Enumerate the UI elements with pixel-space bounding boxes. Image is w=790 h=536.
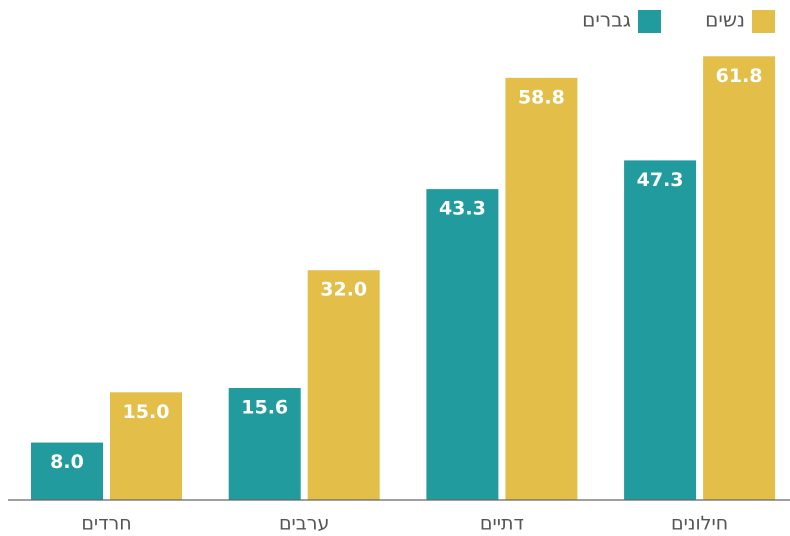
value-label: 32.0 [320, 279, 367, 301]
bar [307, 270, 380, 500]
x-tick-label: חרדים [81, 513, 131, 535]
value-label: 58.8 [518, 86, 565, 108]
legend-label: גברים [582, 8, 631, 32]
x-tick-label: חילונים [671, 513, 728, 535]
value-label: 8.0 [50, 451, 84, 473]
legend-swatch [752, 10, 775, 33]
bar [426, 189, 499, 500]
value-label: 15.6 [241, 396, 288, 418]
bar [228, 387, 301, 500]
value-label: 15.0 [123, 401, 170, 423]
legend-label: נשים [705, 8, 745, 32]
bar [703, 56, 776, 500]
bar [505, 77, 578, 500]
legend-swatch [638, 10, 661, 33]
bar [110, 392, 182, 500]
x-tick-label: דתיים [480, 513, 524, 535]
bar [624, 160, 697, 501]
x-tick-label: ערבים [279, 513, 329, 535]
bar [31, 442, 103, 500]
value-label: 61.8 [716, 65, 763, 87]
value-label: 47.3 [637, 169, 684, 191]
value-label: 43.3 [439, 198, 486, 220]
